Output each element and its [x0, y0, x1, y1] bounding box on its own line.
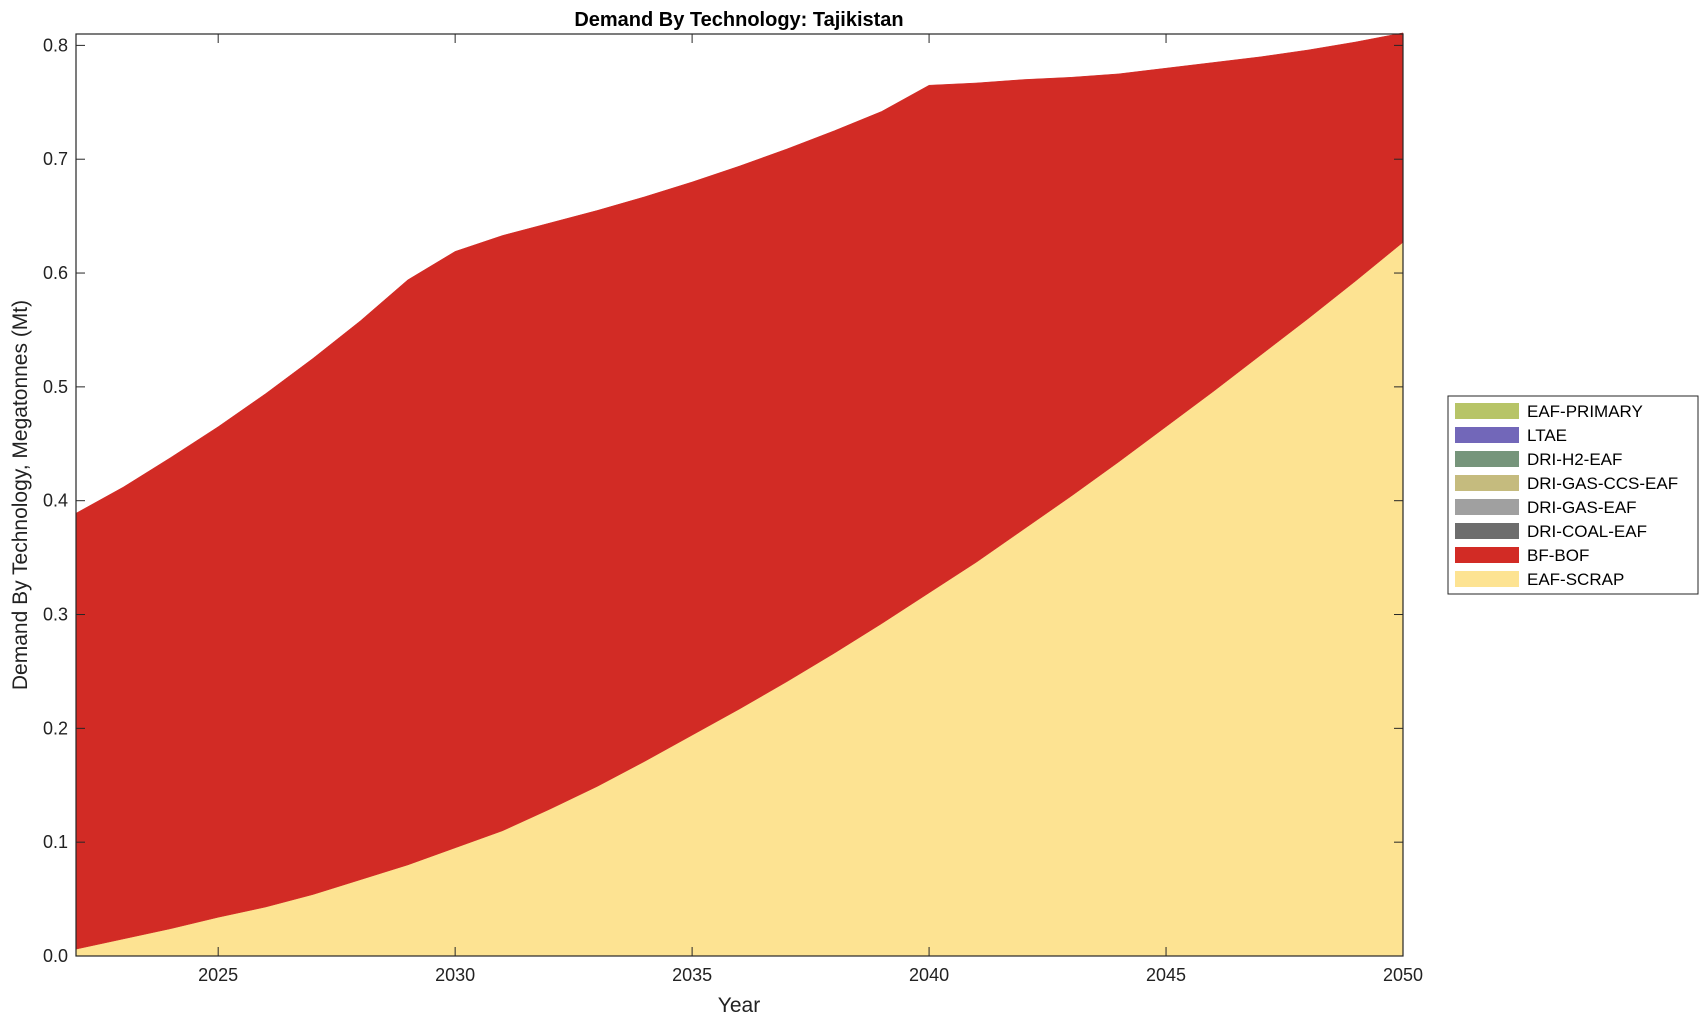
legend-label-dri-gas-eaf: DRI-GAS-EAF	[1527, 498, 1637, 517]
x-tick-label: 2025	[198, 965, 238, 985]
legend-label-ltae: LTAE	[1527, 426, 1567, 445]
legend-label-dri-coal-eaf: DRI-COAL-EAF	[1527, 522, 1647, 541]
legend-swatch-bf-bof	[1455, 547, 1519, 563]
x-tick-label: 2030	[435, 965, 475, 985]
x-tick-label: 2045	[1146, 965, 1186, 985]
y-tick-label: 0.4	[43, 491, 68, 511]
y-tick-labels: 0.0 0.1 0.2 0.3 0.4 0.5 0.6 0.7 0.8	[43, 35, 68, 966]
legend-items: EAF-PRIMARY LTAE DRI-H2-EAF DRI-GAS-CCS-EAF…	[1455, 402, 1678, 589]
x-axis-label: Year	[718, 994, 760, 1017]
legend-label-eaf-scrap: EAF-SCRAP	[1527, 570, 1624, 589]
y-tick-label: 0.6	[43, 263, 68, 283]
x-tick-label: 2040	[909, 965, 949, 985]
legend-label-dri-gas-ccs-eaf: DRI-GAS-CCS-EAF	[1527, 474, 1678, 493]
y-tick-label: 0.0	[43, 946, 68, 966]
y-axis-label: Demand By Technology, Megatonnes (Mt)	[9, 300, 32, 690]
legend-label-eaf-primary: EAF-PRIMARY	[1527, 402, 1643, 421]
legend: EAF-PRIMARY LTAE DRI-H2-EAF DRI-GAS-CCS-EAF…	[1447, 395, 1699, 595]
legend-swatch-ltae	[1455, 427, 1519, 443]
plot-frame	[75, 33, 1404, 957]
legend-label-dri-h2-eaf: DRI-H2-EAF	[1527, 450, 1622, 469]
stacked-areas	[75, 32, 1404, 957]
chart-title: Demand By Technology: Tajikistan	[574, 9, 903, 31]
y-tick-label: 0.8	[43, 35, 68, 55]
legend-swatch-eaf-primary	[1455, 403, 1519, 419]
legend-swatch-eaf-scrap	[1455, 571, 1519, 587]
legend-swatch-dri-h2-eaf	[1455, 451, 1519, 467]
legend-label-bf-bof: BF-BOF	[1527, 546, 1589, 565]
y-tick-label: 0.1	[43, 832, 68, 852]
legend-swatch-dri-coal-eaf	[1455, 523, 1519, 539]
y-tick-label: 0.5	[43, 377, 68, 397]
x-tick-label: 2035	[672, 965, 712, 985]
legend-swatch-dri-gas-ccs-eaf	[1455, 475, 1519, 491]
legend-swatch-dri-gas-eaf	[1455, 499, 1519, 515]
y-tick-label: 0.3	[43, 605, 68, 625]
y-tick-label: 0.2	[43, 718, 68, 738]
y-tick-label: 0.7	[43, 149, 68, 169]
x-tick-labels: 2025 2030 2035 2040 2045 2050	[198, 965, 1423, 985]
x-tick-label: 2050	[1383, 965, 1423, 985]
